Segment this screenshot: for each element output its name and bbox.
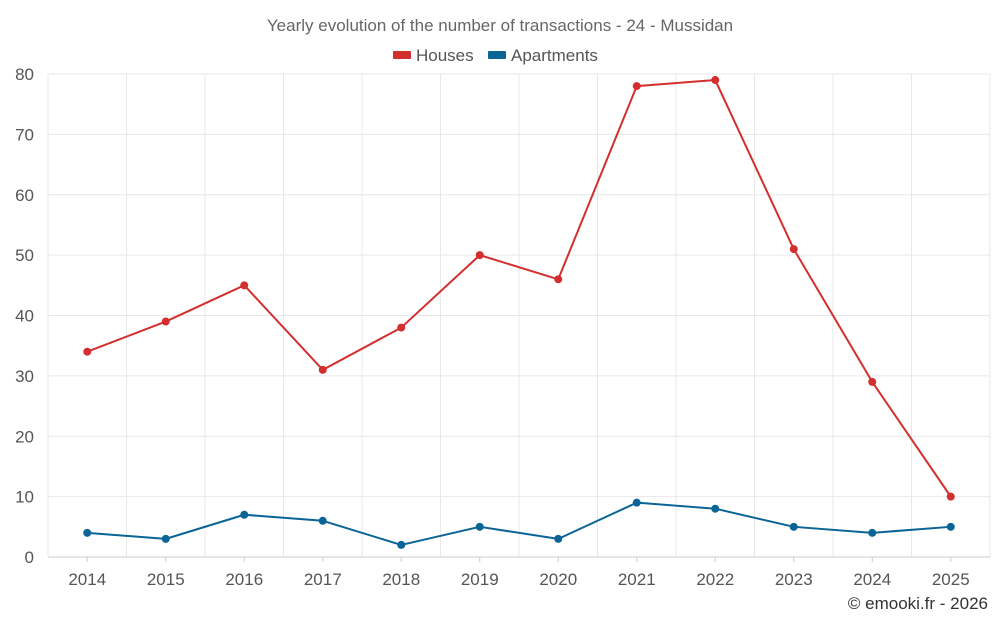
- x-tick-label: 2014: [68, 570, 106, 589]
- x-tick-label: 2021: [618, 570, 656, 589]
- x-tick-label: 2024: [853, 570, 891, 589]
- legend-item-apartments[interactable]: Apartments: [488, 46, 598, 65]
- data-point-houses[interactable]: [789, 245, 798, 254]
- y-tick-label: 10: [15, 488, 34, 507]
- data-point-houses[interactable]: [711, 76, 720, 85]
- data-point-apartments[interactable]: [397, 540, 406, 549]
- data-point-apartments[interactable]: [83, 528, 92, 537]
- data-point-apartments[interactable]: [632, 498, 641, 507]
- x-tick-label: 2015: [147, 570, 185, 589]
- legend-item-houses[interactable]: Houses: [393, 46, 474, 65]
- x-tick-label: 2017: [304, 570, 342, 589]
- legend-swatch-apartments: [488, 51, 506, 59]
- data-point-houses[interactable]: [318, 365, 327, 374]
- x-tick-label: 2019: [461, 570, 499, 589]
- credit-text: © emooki.fr - 2026: [848, 594, 988, 613]
- data-point-apartments[interactable]: [318, 516, 327, 525]
- legend-label-houses: Houses: [416, 46, 474, 65]
- y-tick-label: 30: [15, 367, 34, 386]
- series-line-houses: [86, 79, 952, 498]
- data-point-houses[interactable]: [161, 317, 170, 326]
- y-tick-label: 80: [15, 65, 34, 84]
- data-point-houses[interactable]: [632, 82, 641, 91]
- series-line-apartments: [87, 501, 951, 546]
- data-point-houses[interactable]: [554, 275, 563, 284]
- y-tick-label: 60: [15, 186, 34, 205]
- data-point-houses[interactable]: [946, 492, 955, 501]
- y-tick-label: 20: [15, 427, 34, 446]
- x-tick-label: 2016: [225, 570, 263, 589]
- x-tick-label: 2025: [932, 570, 970, 589]
- chart-title: Yearly evolution of the number of transa…: [267, 16, 733, 35]
- y-tick-label: 0: [25, 548, 34, 567]
- y-tick-label: 70: [15, 125, 34, 144]
- data-point-apartments[interactable]: [475, 522, 484, 531]
- x-tick-label: 2023: [775, 570, 813, 589]
- y-tick-label: 50: [15, 246, 34, 265]
- data-point-apartments[interactable]: [789, 522, 798, 531]
- x-tick-label: 2018: [382, 570, 420, 589]
- data-point-apartments[interactable]: [554, 534, 563, 543]
- plot-area: [83, 76, 955, 549]
- y-tick-label: 40: [15, 307, 34, 326]
- axes: 0 10 20 30 40 50 60 70 80 2014 2015 2016 2017 2018 201…: [15, 65, 990, 589]
- data-point-houses[interactable]: [240, 281, 249, 290]
- data-point-houses[interactable]: [475, 251, 484, 260]
- data-point-apartments[interactable]: [161, 534, 170, 543]
- data-point-houses[interactable]: [868, 377, 877, 386]
- data-point-houses[interactable]: [83, 347, 92, 356]
- legend-swatch-houses: [393, 51, 411, 59]
- legend: Houses Apartments: [393, 46, 598, 65]
- x-tick-label: 2022: [696, 570, 734, 589]
- data-point-apartments[interactable]: [868, 528, 877, 537]
- data-point-houses[interactable]: [397, 323, 406, 332]
- data-point-apartments[interactable]: [711, 504, 720, 513]
- data-point-apartments[interactable]: [240, 510, 249, 519]
- legend-label-apartments: Apartments: [511, 46, 598, 65]
- x-tick-label: 2020: [539, 570, 577, 589]
- data-point-apartments[interactable]: [946, 522, 955, 531]
- grid: [47, 73, 991, 557]
